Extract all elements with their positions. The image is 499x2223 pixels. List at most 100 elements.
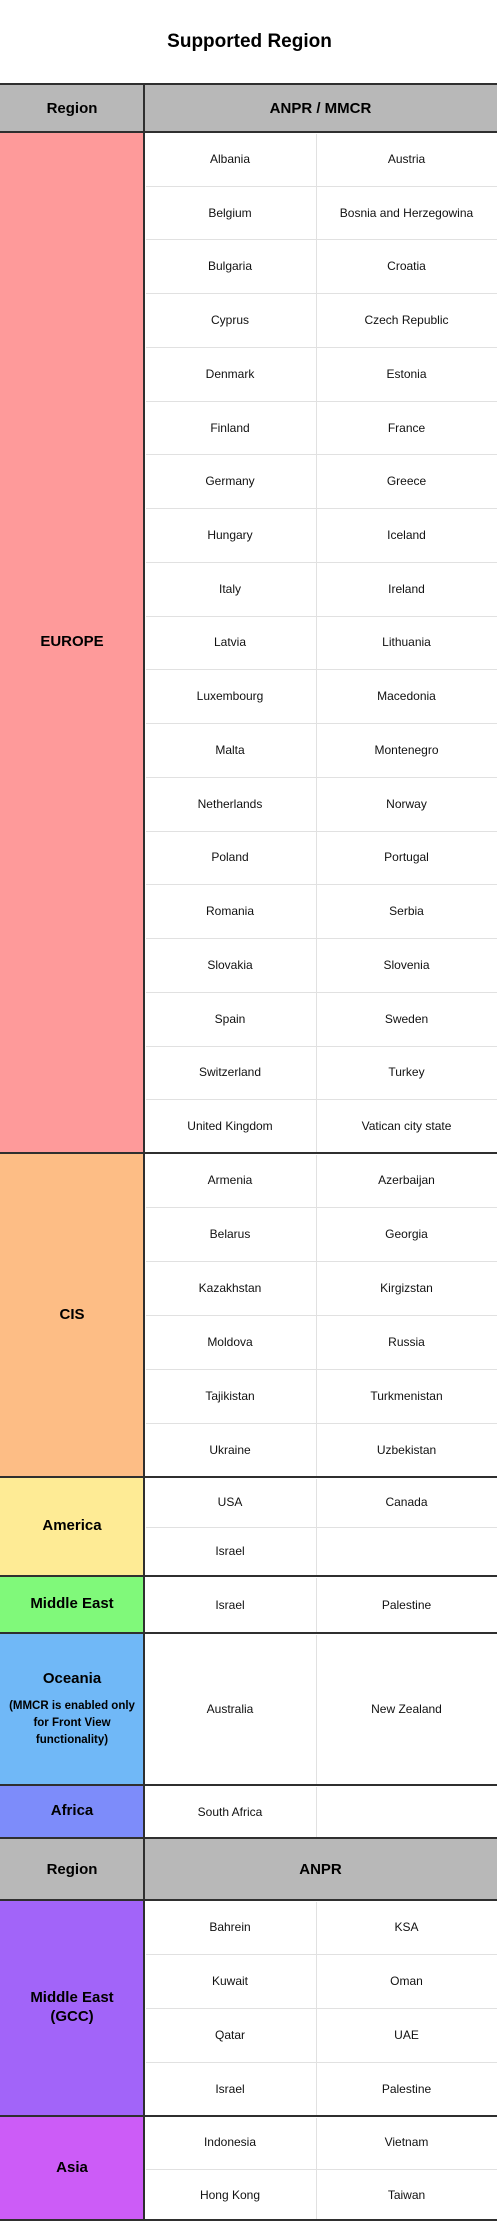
row-divider	[146, 186, 497, 187]
country-cell: Albania	[209, 151, 251, 166]
row-divider	[146, 616, 497, 617]
region-cell-cis: CIS	[0, 1153, 144, 1477]
column-divider	[316, 1155, 317, 1477]
country-cell: Latvia	[213, 635, 247, 650]
row-divider	[146, 1261, 497, 1262]
row-divider	[146, 831, 497, 832]
country-cell: Denmark	[205, 366, 255, 381]
country-cell: South Africa	[197, 1804, 263, 1819]
row-divider	[146, 2062, 497, 2063]
country-cell: Iceland	[387, 528, 426, 543]
region-name: Middle East (GCC)	[30, 1989, 114, 2025]
country-cell: France	[387, 420, 426, 435]
column-divider	[316, 1787, 317, 1838]
country-cell: Qatar	[214, 2028, 245, 2042]
country-cell: Israel	[215, 1544, 245, 1559]
row-divider	[146, 347, 497, 348]
header-type-cell: ANPR / MMCR	[144, 84, 497, 132]
region-name: Africa	[50, 1802, 94, 1820]
country-cell: Norway	[386, 796, 427, 811]
row-divider	[146, 239, 497, 240]
country-cell: Kirgizstan	[380, 1281, 433, 1295]
country-cell: Spain	[214, 1011, 246, 1026]
section-divider	[0, 1152, 497, 1154]
column-divider	[316, 1479, 317, 1576]
country-cell: Vietnam	[384, 2135, 429, 2150]
column-divider	[316, 2118, 317, 2221]
region-column-divider	[143, 84, 145, 2221]
country-cell: Finland	[210, 420, 250, 435]
country-area	[144, 1633, 497, 1785]
country-cell: Greece	[386, 474, 427, 489]
row-divider	[146, 2169, 497, 2170]
region-cell-america: America	[0, 1477, 144, 1576]
region-name: Middle East	[30, 1595, 114, 1613]
row-divider	[146, 723, 497, 724]
column-divider	[316, 1902, 317, 2116]
row-divider	[146, 293, 497, 294]
region-cell-europe: EUROPE	[0, 132, 144, 1153]
country-area	[144, 1477, 497, 1576]
country-cell: Kazakhstan	[198, 1281, 262, 1295]
country-cell: Bulgaria	[207, 259, 253, 274]
country-cell: Poland	[211, 850, 249, 865]
country-cell: Hong Kong	[199, 2187, 261, 2202]
country-cell: Bahrein	[209, 1920, 251, 1934]
section-divider	[0, 131, 497, 133]
row-divider	[146, 401, 497, 402]
country-cell: Indonesia	[203, 2135, 257, 2150]
section-divider	[0, 2115, 497, 2117]
column-divider	[316, 1578, 317, 1633]
header-type-cell: ANPR	[144, 1838, 497, 1900]
country-cell: UAE	[394, 2028, 419, 2042]
country-cell: Uzbekistan	[376, 1443, 437, 1457]
country-cell: Belarus	[209, 1227, 251, 1241]
section-divider	[0, 1632, 497, 1634]
country-cell: Romania	[205, 904, 255, 919]
country-cell: Vatican city state	[361, 1119, 452, 1134]
country-cell: New Zealand	[371, 1702, 442, 1716]
country-cell: Hungary	[207, 528, 253, 543]
region-cell-gcc: Middle East (GCC)	[0, 1900, 144, 2116]
row-divider	[146, 508, 497, 509]
country-cell: Italy	[218, 581, 241, 596]
section-divider	[0, 83, 497, 85]
row-divider	[146, 884, 497, 885]
country-area	[144, 1576, 497, 1633]
row-divider	[146, 1207, 497, 1208]
header-region-cell: Region	[0, 1838, 144, 1900]
country-cell: Canada	[385, 1494, 428, 1509]
section-divider	[0, 1575, 497, 1577]
region-cell-middle-east: Middle East	[0, 1576, 144, 1633]
row-divider	[146, 777, 497, 778]
country-cell: Turkmenistan	[370, 1389, 443, 1403]
country-cell: Portugal	[384, 850, 429, 865]
region-note: (MMCR is enabled only for Front View fun…	[9, 1700, 135, 1746]
country-cell: Croatia	[387, 259, 426, 274]
row-divider	[146, 2008, 497, 2009]
row-divider	[146, 1954, 497, 1955]
region-name: CIS	[59, 1305, 85, 1323]
header-region-cell: Region	[0, 84, 144, 132]
country-cell: Oman	[390, 1974, 423, 1988]
region-cell-oceania: Oceania (MMCR is enabled only for Front V…	[0, 1633, 144, 1785]
column-divider	[316, 1635, 317, 1785]
country-cell: Slovakia	[207, 957, 253, 972]
region-name: Oceania	[42, 1669, 102, 1687]
country-area	[144, 1785, 497, 1838]
country-cell: Malta	[215, 742, 245, 757]
country-cell: USA	[217, 1494, 243, 1509]
country-cell: Montenegro	[374, 742, 439, 757]
row-divider	[146, 1099, 497, 1100]
country-cell: United Kingdom	[187, 1119, 273, 1134]
country-cell: Israel	[215, 1597, 245, 1612]
country-cell: Palestine	[381, 1597, 432, 1612]
section-divider	[0, 1899, 497, 1901]
row-divider	[146, 938, 497, 939]
country-cell: Ireland	[388, 581, 425, 596]
country-cell	[316, 1527, 497, 1577]
region-name: America	[42, 1517, 102, 1535]
country-cell: Serbia	[389, 904, 424, 919]
column-divider	[316, 134, 317, 1153]
region-cell-asia: Asia	[0, 2116, 144, 2221]
